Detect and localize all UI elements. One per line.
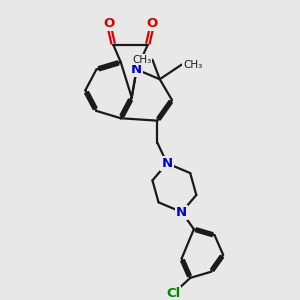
- Text: O: O: [103, 17, 114, 30]
- Text: N: N: [161, 157, 172, 170]
- Text: O: O: [147, 17, 158, 30]
- Text: CH₃: CH₃: [183, 60, 202, 70]
- Text: CH₃: CH₃: [132, 55, 151, 65]
- Text: Cl: Cl: [166, 287, 180, 300]
- Text: N: N: [131, 63, 142, 76]
- Text: N: N: [176, 206, 187, 219]
